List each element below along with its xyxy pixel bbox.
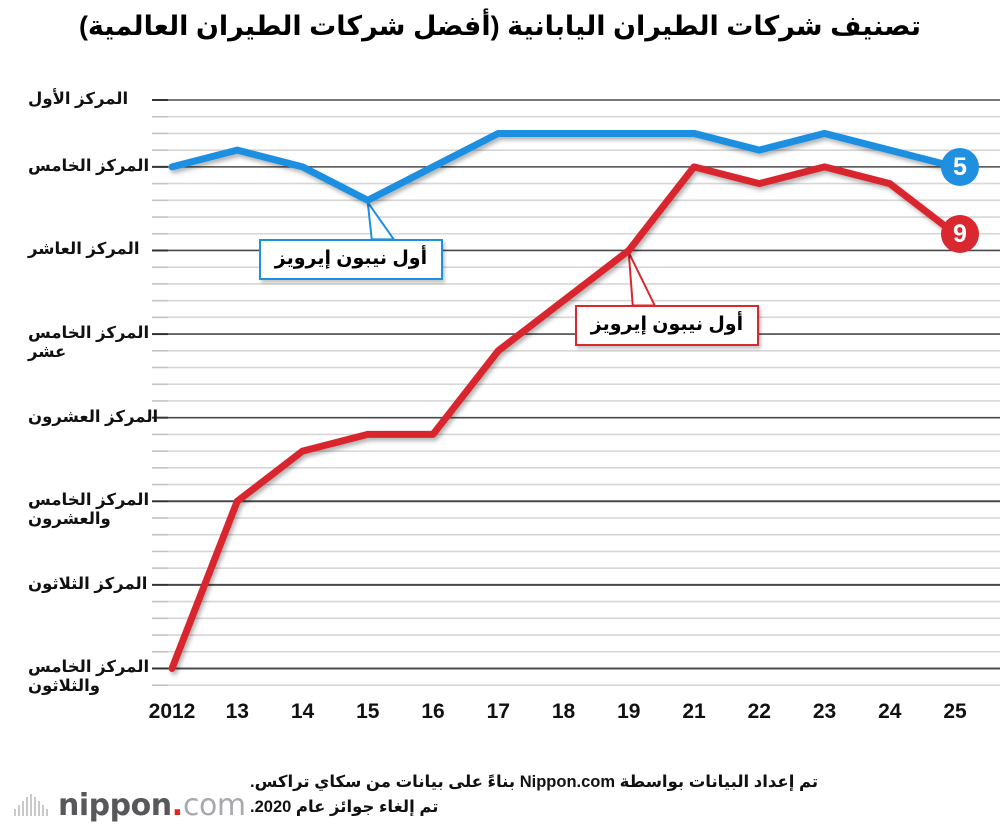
axis-ticks [152,99,168,687]
x-axis-label: 21 [682,700,706,723]
logo-bars-icon [14,794,50,816]
end-badge-blue: 5 [941,147,979,186]
x-axis-label: 18 [551,700,576,723]
callout-ana-blue: أول نيبون إيرويز [258,239,444,281]
logo-word: nippon [58,787,172,823]
x-axis-label: 17 [486,700,510,723]
callout-ana-red: أول نيبون إيرويز [574,305,760,347]
x-axis-label: 14 [290,700,315,723]
x-axis-label: 23 [812,700,837,723]
footer-source-line: تم إعداد البيانات بواسطة Nippon.com بناء… [250,773,819,791]
x-axis-label: 16 [421,700,445,723]
series-line-blue [168,129,959,204]
series-lines [168,129,959,672]
y-axis-label: المركز العشرون [28,407,159,426]
series-line-red [168,163,959,672]
page-title: تصنيف شركات الطيران اليابانية (أفضل شركا… [78,11,922,41]
x-axis-label: 22 [747,700,771,723]
x-axis-label: 24 [878,700,902,723]
x-axis-label: 2012 [148,700,196,723]
callout-blue-text: أول نيبون إيرويز [274,248,428,270]
footer-note: تم إعداد البيانات بواسطة Nippon.com بناء… [250,770,990,820]
y-axis-label: المركز الخامس والعشرون [28,491,150,529]
x-axis-label: 25 [943,700,967,723]
end-badge-red: 9 [941,214,979,253]
y-axis-label: المركز العاشر [28,240,140,259]
y-axis-label: المركز الخامس عشر [28,324,150,362]
gridlines [168,99,1000,687]
logo-dot: . [171,787,183,823]
callout-red-text: أول نيبون إيرويز [590,314,744,336]
x-axis-label: 19 [617,700,641,723]
footer-cancellation-line: تم إلغاء جوائز عام 2020. [250,798,439,816]
y-axis-label: المركز الثلاثون [28,574,148,593]
y-axis-label: المركز الأول [28,90,129,108]
nippon-logo: nippon . com [14,787,246,823]
y-axis-label: المركز الخامس والثلاثون [28,658,150,696]
logo-tld: com [182,787,246,823]
y-axis-label: المركز الخامس [28,156,150,175]
x-axis-label: 13 [225,700,249,723]
x-axis-label: 15 [356,700,380,723]
